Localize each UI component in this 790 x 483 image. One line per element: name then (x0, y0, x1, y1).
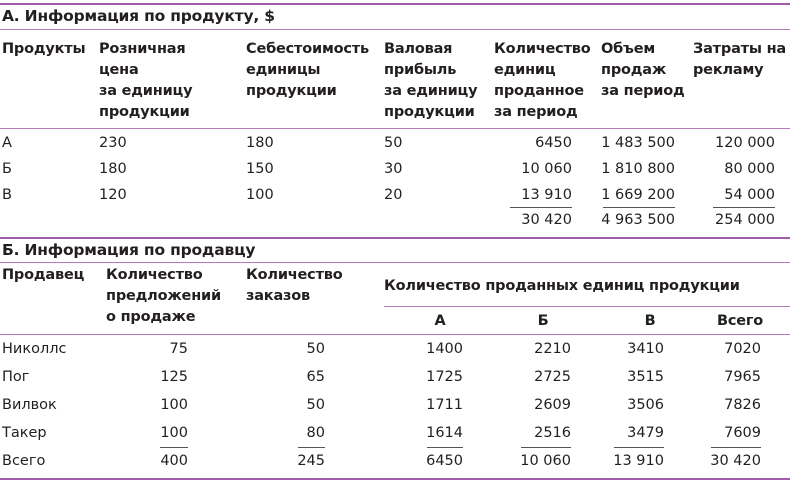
gross-profit: 30 (384, 161, 403, 177)
sum-underline (603, 207, 675, 208)
units-total: 7020 (724, 341, 761, 357)
units-sold: 13 910 (521, 187, 572, 203)
units-b: 2516 (534, 425, 571, 441)
product-name: В (2, 187, 12, 203)
header-unit-cost: Себестоимость единицы продукции (246, 41, 369, 99)
sum-underline (711, 447, 761, 448)
section-rule (0, 237, 790, 239)
advertising: 120 000 (715, 135, 775, 151)
units-b: 10 060 (520, 453, 571, 469)
subheader-total: Всего (716, 313, 764, 329)
header-gross-profit: Валовая прибыль за единицу продукции (384, 41, 478, 120)
advertising: 80 000 (724, 161, 775, 177)
total-advertising: 254 000 (715, 212, 775, 228)
sum-underline (713, 207, 775, 208)
units-v: 3506 (627, 397, 664, 413)
retail-price: 230 (99, 135, 127, 151)
orders: 65 (306, 369, 325, 385)
units-b: 2210 (534, 341, 571, 357)
seller-name: Такер (2, 425, 47, 441)
units-b: 2725 (534, 369, 571, 385)
header-units-sold: Количество единиц проданное за период (494, 41, 591, 120)
units-v: 3515 (627, 369, 664, 385)
rule (0, 334, 790, 335)
units-a: 6450 (426, 453, 463, 469)
seller-name: Всего (2, 453, 46, 469)
seller-name: Николлс (2, 341, 67, 357)
units-sold: 6450 (535, 135, 572, 151)
product-name: А (2, 135, 12, 151)
header-offers: Количество предложений о продаже (106, 267, 221, 325)
units-total: 7609 (724, 425, 761, 441)
offers: 100 (160, 425, 188, 441)
subheader-b: Б (537, 313, 549, 329)
group-rule (384, 306, 790, 307)
sum-underline (427, 447, 463, 448)
sales-volume: 1 810 800 (601, 161, 675, 177)
units-v: 13 910 (613, 453, 664, 469)
rule (0, 29, 790, 30)
units-total: 30 420 (710, 453, 761, 469)
retail-price: 120 (99, 187, 127, 203)
section-b-title: Б. Информация по продавцу (2, 241, 256, 259)
header-products: Продукты (2, 41, 86, 57)
sum-underline (521, 447, 571, 448)
units-a: 1614 (426, 425, 463, 441)
header-sales-volume: Объем продаж за период (601, 41, 685, 99)
unit-cost: 180 (246, 135, 274, 151)
sales-volume: 1 669 200 (601, 187, 675, 203)
subheader-v: В (644, 313, 656, 329)
units-a: 1711 (426, 397, 463, 413)
rule (0, 262, 790, 263)
product-name: Б (2, 161, 12, 177)
orders: 245 (297, 453, 325, 469)
subheader-a: А (434, 313, 446, 329)
total-sales: 4 963 500 (601, 212, 675, 228)
units-total: 7965 (724, 369, 761, 385)
offers: 75 (169, 341, 188, 357)
orders: 50 (306, 341, 325, 357)
sum-underline (510, 207, 572, 208)
gross-profit: 50 (384, 135, 403, 151)
units-b: 2609 (534, 397, 571, 413)
unit-cost: 150 (246, 161, 274, 177)
header-orders: Количество заказов (246, 267, 343, 304)
gross-profit: 20 (384, 187, 403, 203)
header-advertising: Затраты на рекламу (693, 41, 787, 78)
sum-underline (160, 447, 188, 448)
units-a: 1400 (426, 341, 463, 357)
unit-cost: 100 (246, 187, 274, 203)
orders: 80 (306, 425, 325, 441)
rule (0, 128, 790, 129)
units-v: 3479 (627, 425, 664, 441)
units-a: 1725 (426, 369, 463, 385)
sales-volume: 1 483 500 (601, 135, 675, 151)
retail-price: 180 (99, 161, 127, 177)
seller-name: Пог (2, 369, 30, 385)
seller-name: Вилвок (2, 397, 57, 413)
units-v: 3410 (627, 341, 664, 357)
units-sold: 10 060 (521, 161, 572, 177)
header-retail-price: Розничная цена за единицу продукции (99, 41, 193, 120)
header-units-sold-group: Количество проданных единиц продукции (384, 278, 740, 294)
orders: 50 (306, 397, 325, 413)
header-seller: Продавец (2, 267, 85, 283)
total-units: 30 420 (521, 212, 572, 228)
offers: 125 (160, 369, 188, 385)
advertising: 54 000 (724, 187, 775, 203)
bottom-rule (0, 478, 790, 480)
units-total: 7826 (724, 397, 761, 413)
offers: 400 (160, 453, 188, 469)
sum-underline (614, 447, 664, 448)
section-a-title: А. Информация по продукту, $ (2, 7, 275, 25)
sum-underline (298, 447, 325, 448)
top-rule (0, 3, 790, 5)
offers: 100 (160, 397, 188, 413)
